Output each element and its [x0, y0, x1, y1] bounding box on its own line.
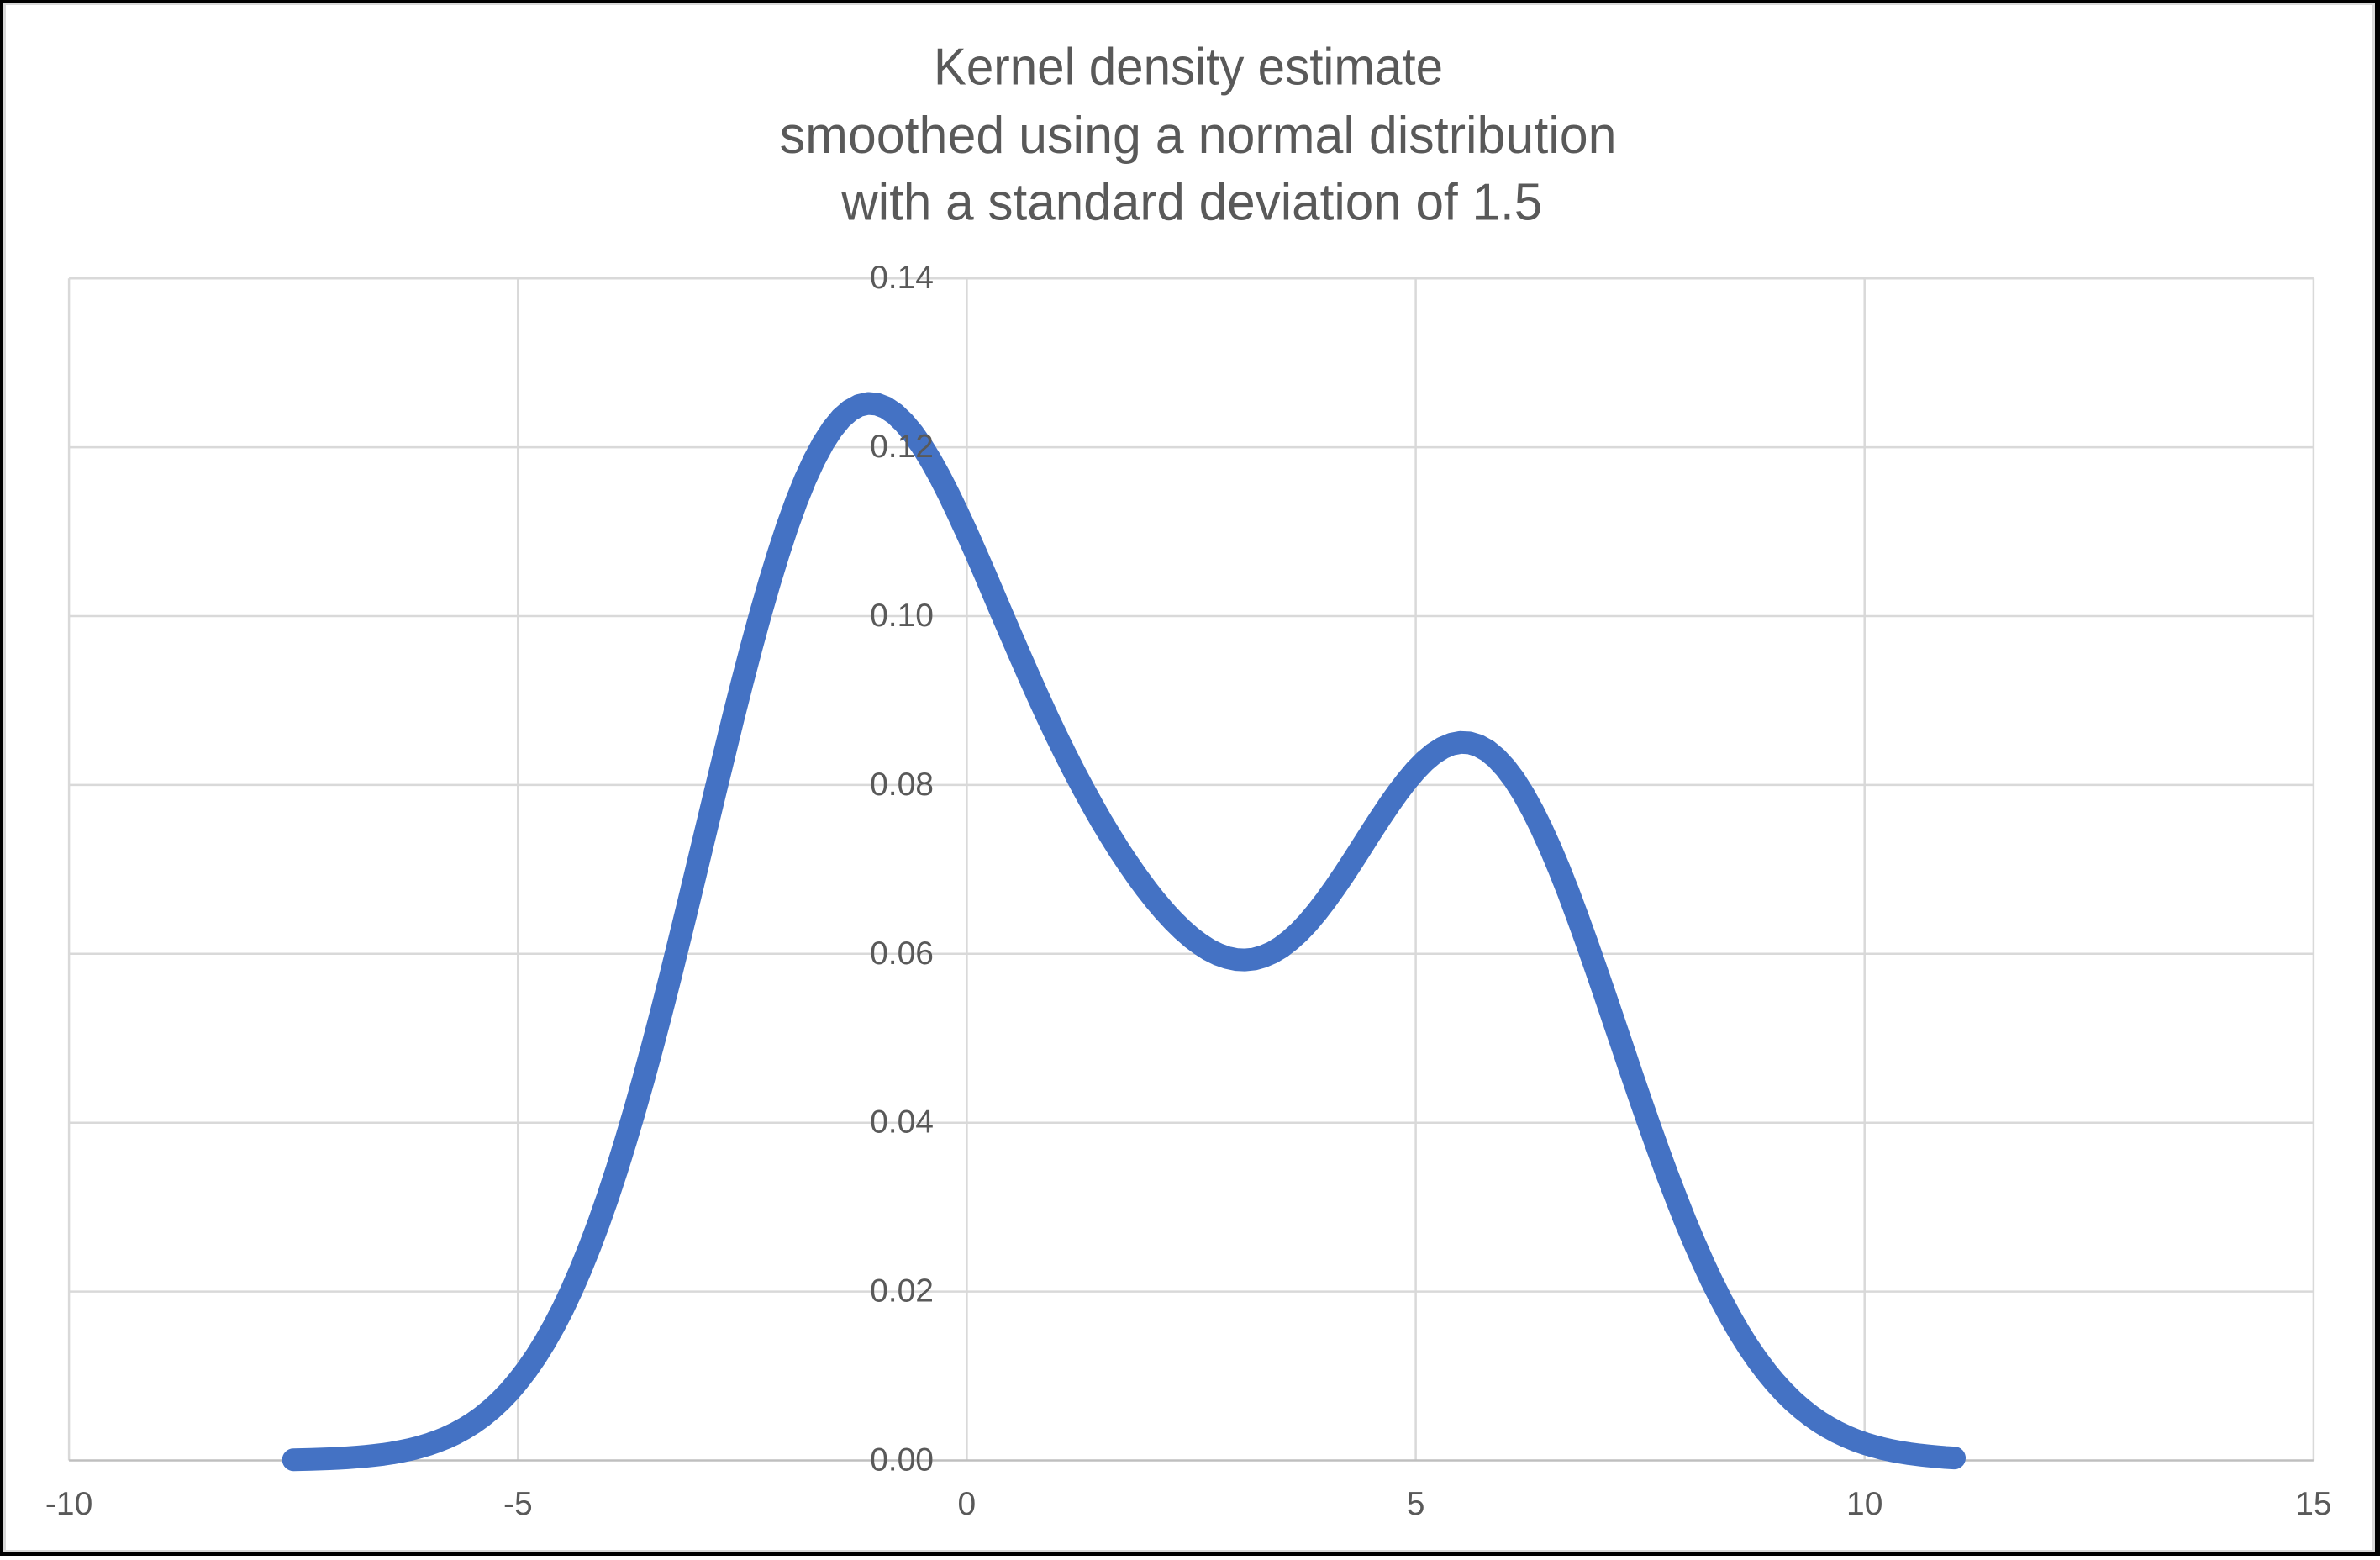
svg-text:-10: -10: [45, 1486, 92, 1522]
svg-text:15: 15: [2295, 1486, 2331, 1522]
svg-text:Kernel density estimate: Kernel density estimate: [934, 39, 1443, 97]
svg-text:-5: -5: [503, 1486, 533, 1522]
svg-text:0.12: 0.12: [870, 429, 934, 465]
svg-text:0: 0: [958, 1486, 977, 1522]
svg-text:0.06: 0.06: [870, 935, 934, 972]
svg-text:5: 5: [1407, 1486, 1425, 1522]
svg-text:0.10: 0.10: [870, 598, 934, 634]
svg-text:0.08: 0.08: [870, 767, 934, 803]
svg-text:with a standard deviation of 1: with a standard deviation of 1.5: [840, 174, 1542, 232]
svg-text:10: 10: [1846, 1486, 1882, 1522]
svg-text:0.02: 0.02: [870, 1273, 934, 1310]
svg-text:0.04: 0.04: [870, 1104, 934, 1141]
svg-text:0.14: 0.14: [870, 260, 934, 296]
svg-text:smoothed using a normal distri: smoothed using a normal distribution: [780, 107, 1617, 165]
svg-text:0.00: 0.00: [870, 1442, 934, 1478]
